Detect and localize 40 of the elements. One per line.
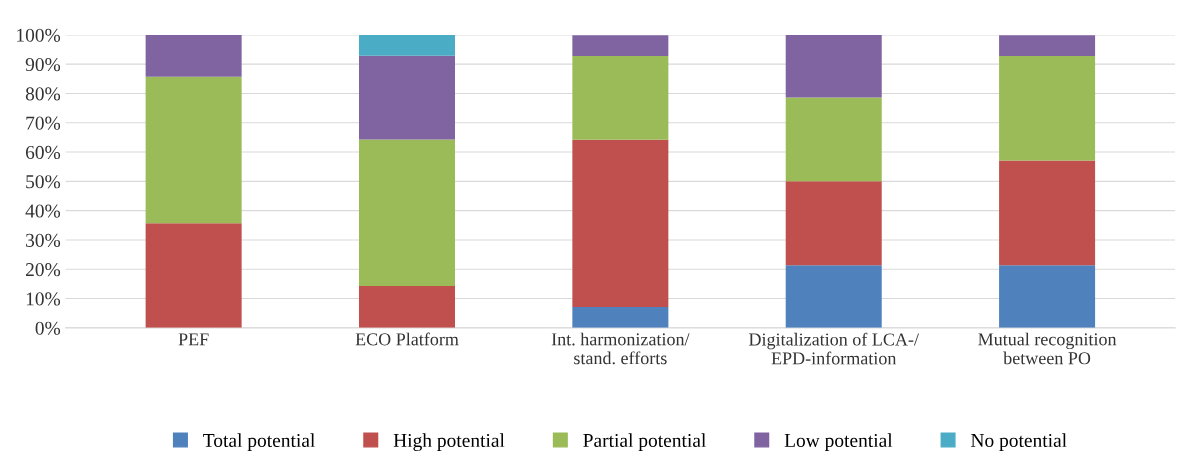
x-tick-label: Digitalization of LCA-/ EPD-information xyxy=(749,332,919,365)
bar xyxy=(785,34,882,98)
bar xyxy=(999,35,1096,56)
bar xyxy=(999,265,1096,328)
y-tick-label: 50% xyxy=(26,175,61,189)
bar xyxy=(145,34,242,77)
y-tick-label: 100% xyxy=(17,28,61,42)
y-tick-label: 40% xyxy=(25,204,61,218)
bar xyxy=(999,55,1096,161)
y-tick-label: 20% xyxy=(25,263,61,277)
y-tick-label: 10% xyxy=(26,292,61,306)
bar xyxy=(572,35,669,56)
bar xyxy=(358,55,455,140)
bar xyxy=(572,55,669,140)
bar xyxy=(785,265,882,328)
bar xyxy=(145,76,242,224)
legend-label: No potential xyxy=(971,433,1067,451)
x-tick-label: PEF xyxy=(178,333,209,346)
legend-label: Total potential xyxy=(203,433,315,451)
bar xyxy=(999,160,1096,266)
y-tick-label: 70% xyxy=(26,116,61,130)
bar xyxy=(572,307,669,328)
y-tick-label: 90% xyxy=(25,57,61,72)
x-tick-label: Mutual recognition between PO xyxy=(978,332,1117,365)
legend-label: High potential xyxy=(393,433,505,452)
x-tick-label: ECO Platform xyxy=(355,332,459,346)
x-tick-label: Int. harmonization/ stand. efforts xyxy=(551,332,690,365)
bar xyxy=(785,181,882,266)
y-tick-label: 80% xyxy=(25,87,61,101)
legend-label: Low potential xyxy=(784,433,893,451)
bar xyxy=(145,223,242,328)
bar xyxy=(358,34,455,56)
bar xyxy=(358,285,455,328)
legend-label: Partial potential xyxy=(583,433,706,451)
bar xyxy=(358,139,455,286)
bar xyxy=(785,97,882,182)
y-tick-label: 60% xyxy=(25,145,61,160)
y-tick-label: 30% xyxy=(26,233,61,247)
bar xyxy=(572,139,669,308)
y-tick-label: 0% xyxy=(35,321,61,335)
